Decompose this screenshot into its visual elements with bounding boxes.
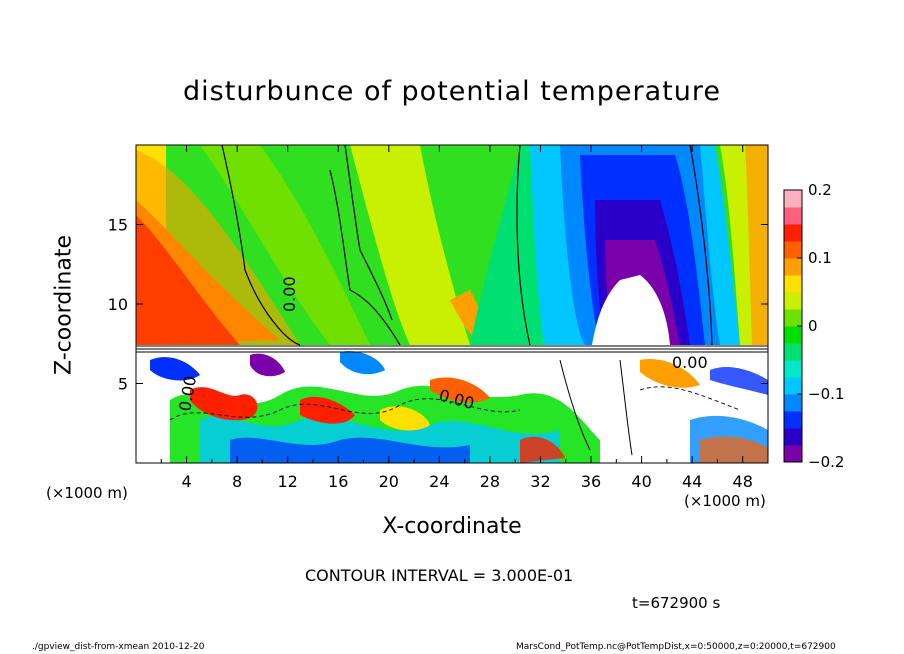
time-label: t=672900 s — [632, 594, 721, 612]
field-patch — [230, 437, 470, 463]
colorbar-swatch — [784, 207, 802, 225]
x-tick-label: 8 — [232, 472, 242, 491]
colorbar-swatch — [784, 292, 802, 310]
x-tick-label: 16 — [328, 472, 348, 491]
footer-data-source: MarsCond_PotTemp.nc@PotTempDist,x=0:5000… — [516, 642, 836, 652]
x-tick-label: 28 — [480, 472, 500, 491]
y-tick-label: 5 — [118, 375, 128, 394]
x-tick-label: 48 — [733, 472, 753, 491]
field-patch — [592, 275, 670, 345]
field-patch — [640, 359, 700, 388]
x-axis-label: X-coordinate — [382, 514, 522, 539]
y-tick-label: 15 — [108, 216, 128, 235]
colorbar-swatch — [784, 360, 802, 378]
field-patch — [700, 436, 768, 463]
field-patch — [136, 215, 240, 345]
y-axis-ticks: 5 10 15 — [108, 216, 768, 394]
contour-line — [344, 145, 393, 321]
field-patch — [190, 387, 258, 421]
contour-line — [689, 145, 713, 346]
x-tick-label: 44 — [682, 472, 702, 491]
colorbar — [784, 190, 802, 463]
field-patch — [710, 367, 768, 395]
colorbar-ticks: 0.2 0.1 0 −0.1 −0.2 — [797, 181, 844, 471]
colorbar-tick-label: 0.1 — [808, 249, 832, 267]
contour-line — [136, 345, 768, 353]
x-axis-ticks: 4 8 12 16 20 24 28 32 36 40 44 48 — [160, 145, 753, 491]
colorbar-swatch — [784, 411, 802, 429]
field-patch — [250, 353, 285, 377]
heatmap-field — [136, 145, 768, 463]
colorbar-swatch — [784, 190, 802, 208]
contour-line — [559, 359, 633, 456]
colorbar-swatch — [784, 241, 802, 259]
contour-label: 0.00 — [280, 276, 299, 312]
contour-line — [516, 145, 531, 346]
contour-labels: 0.00 0.00 0.00 0.00 — [175, 276, 707, 413]
colorbar-swatch — [784, 224, 802, 242]
x-tick-label: 32 — [530, 472, 550, 491]
x-tick-label: 36 — [581, 472, 601, 491]
field-patch — [150, 357, 200, 381]
colorbar-tick-label: 0.2 — [808, 181, 832, 199]
field-patch — [350, 145, 470, 345]
x-axis-unit-right: (×1000 m) — [684, 492, 766, 510]
x-tick-label: 20 — [379, 472, 399, 491]
colorbar-swatch — [784, 445, 802, 463]
field-patch — [430, 377, 490, 403]
chart-title: disturbunce of potential temperature — [183, 76, 721, 107]
colorbar-swatch — [784, 428, 802, 446]
y-tick-label: 10 — [108, 295, 128, 314]
colorbar-swatch — [784, 343, 802, 361]
x-tick-label: 40 — [631, 472, 651, 491]
field-patch — [520, 436, 565, 463]
colorbar-tick-label: −0.2 — [808, 453, 844, 471]
contour-interval-label: CONTOUR INTERVAL = 3.000E-01 — [305, 566, 574, 585]
footer-script-name: ./gpview_dist-from-xmean 2010-12-20 — [32, 642, 205, 652]
contour-label: 0.00 — [672, 353, 708, 372]
colorbar-swatch — [784, 394, 802, 412]
contour-line — [221, 145, 301, 346]
field-patch — [200, 145, 370, 345]
contour-line — [329, 169, 401, 346]
field-patch — [745, 145, 768, 345]
x-tick-label: 12 — [278, 472, 298, 491]
colorbar-swatch — [784, 326, 802, 344]
colorbar-tick-label: −0.1 — [808, 385, 844, 403]
colorbar-swatch — [784, 258, 802, 276]
colorbar-swatch — [784, 309, 802, 327]
field-patch — [300, 396, 355, 424]
contour-line — [169, 398, 521, 421]
field-patch — [340, 351, 385, 375]
colorbar-swatch — [784, 275, 802, 293]
field-patch — [380, 406, 430, 431]
contour-line — [639, 386, 741, 411]
x-tick-label: 4 — [181, 472, 191, 491]
x-axis-unit-left: (×1000 m) — [46, 484, 128, 502]
colorbar-tick-label: 0 — [808, 317, 818, 335]
x-tick-label: 24 — [429, 472, 449, 491]
colorbar-swatch — [784, 377, 802, 395]
